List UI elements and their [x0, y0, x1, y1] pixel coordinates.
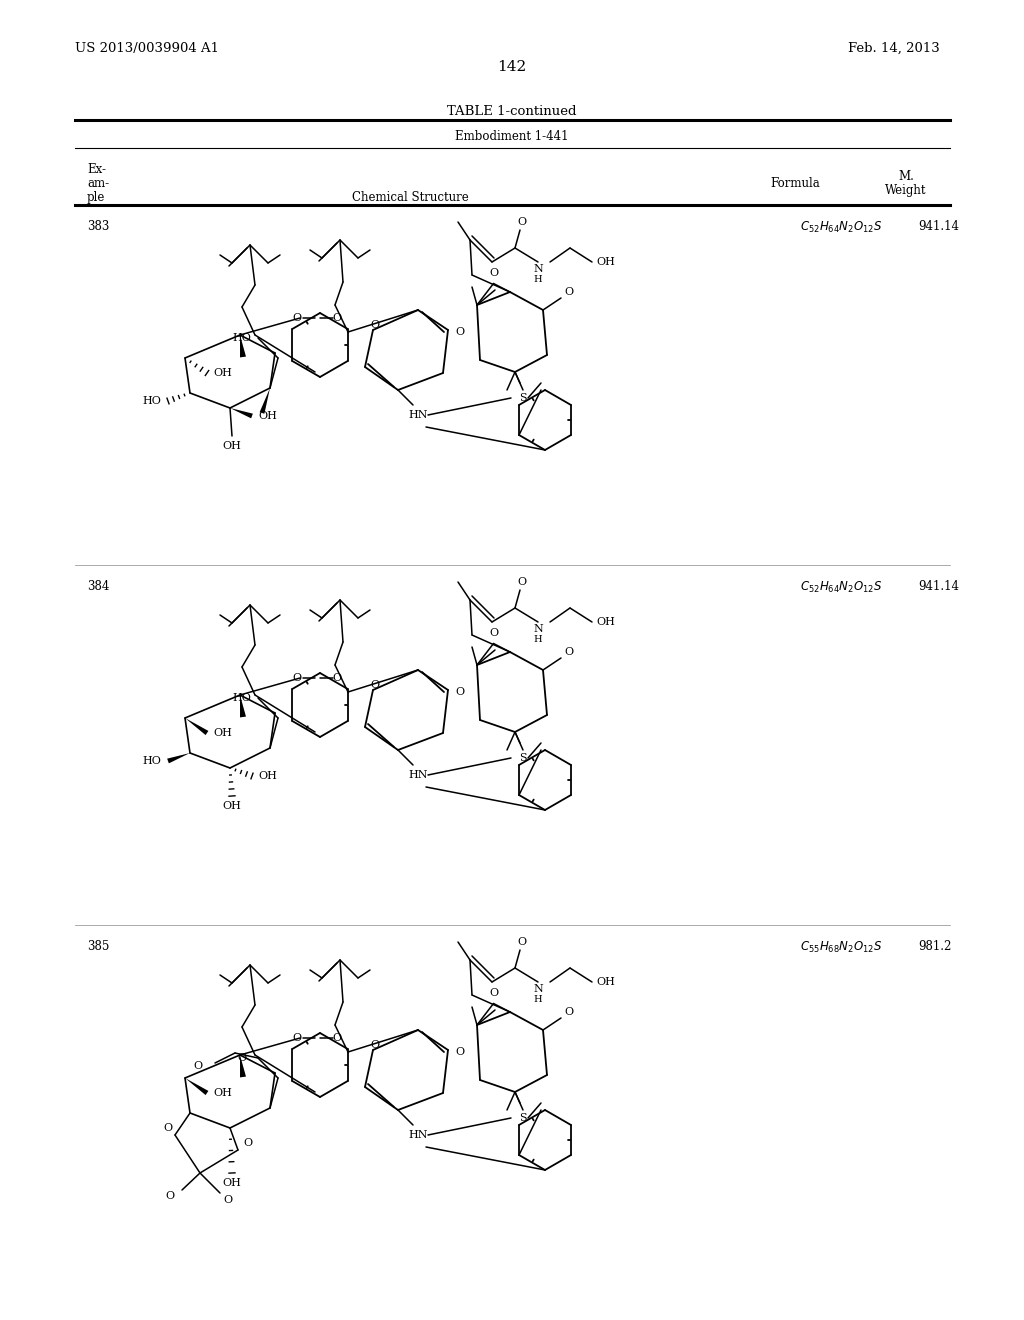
Text: O: O — [223, 1195, 232, 1205]
Text: Ex-: Ex- — [87, 162, 106, 176]
Text: O: O — [564, 1007, 573, 1016]
Text: S: S — [519, 752, 526, 763]
Text: OH: OH — [222, 801, 242, 810]
Text: O: O — [238, 1053, 247, 1063]
Text: Weight: Weight — [886, 183, 927, 197]
Text: S: S — [519, 1113, 526, 1123]
Text: HO: HO — [232, 693, 252, 704]
Text: $C_{55}H_{68}N_2O_{12}S$: $C_{55}H_{68}N_2O_{12}S$ — [800, 940, 883, 956]
Text: O: O — [333, 313, 342, 323]
Text: O: O — [293, 673, 301, 682]
Text: O: O — [488, 628, 498, 639]
Text: O: O — [371, 680, 380, 690]
Text: OH: OH — [597, 257, 615, 267]
Text: N: N — [534, 983, 543, 994]
Text: O: O — [194, 1061, 203, 1071]
Text: HN: HN — [409, 411, 428, 420]
Text: OH: OH — [222, 1177, 242, 1188]
Text: Embodiment 1-441: Embodiment 1-441 — [456, 129, 568, 143]
Text: 142: 142 — [498, 59, 526, 74]
Text: O: O — [564, 286, 573, 297]
Text: O: O — [333, 673, 342, 682]
Text: HO: HO — [232, 333, 252, 343]
Text: 941.14: 941.14 — [918, 579, 959, 593]
Text: US 2013/0039904 A1: US 2013/0039904 A1 — [75, 42, 219, 55]
Text: $C_{52}H_{64}N_2O_{12}S$: $C_{52}H_{64}N_2O_{12}S$ — [800, 220, 883, 235]
Text: OH: OH — [214, 368, 232, 378]
Polygon shape — [185, 1078, 209, 1096]
Text: OH: OH — [214, 1088, 232, 1098]
Polygon shape — [167, 752, 190, 763]
Polygon shape — [260, 388, 270, 413]
Text: O: O — [517, 216, 526, 227]
Text: 981.2: 981.2 — [918, 940, 951, 953]
Text: O: O — [333, 1034, 342, 1043]
Text: N: N — [534, 264, 543, 275]
Text: OH: OH — [259, 411, 278, 421]
Text: Feb. 14, 2013: Feb. 14, 2013 — [848, 42, 940, 55]
Text: OH: OH — [597, 977, 615, 987]
Text: HN: HN — [409, 1130, 428, 1140]
Text: O: O — [293, 313, 301, 323]
Text: HO: HO — [142, 756, 162, 766]
Text: ple: ple — [87, 191, 105, 205]
Text: O: O — [517, 577, 526, 587]
Text: N: N — [534, 624, 543, 634]
Text: M.: M. — [898, 170, 914, 183]
Text: O: O — [564, 647, 573, 657]
Text: am-: am- — [87, 177, 110, 190]
Text: OH: OH — [259, 771, 278, 781]
Text: O: O — [371, 1040, 380, 1049]
Text: H: H — [534, 276, 543, 285]
Text: 385: 385 — [87, 940, 110, 953]
Text: O: O — [456, 1047, 465, 1057]
Polygon shape — [240, 1055, 246, 1077]
Text: OH: OH — [597, 616, 615, 627]
Text: 941.14: 941.14 — [918, 220, 959, 234]
Text: O: O — [488, 989, 498, 998]
Text: O: O — [371, 319, 380, 330]
Text: O: O — [517, 937, 526, 946]
Text: S: S — [519, 393, 526, 403]
Text: 383: 383 — [87, 220, 110, 234]
Polygon shape — [185, 718, 209, 735]
Text: H: H — [534, 995, 543, 1005]
Text: O: O — [164, 1123, 173, 1133]
Text: Chemical Structure: Chemical Structure — [351, 191, 468, 205]
Text: HO: HO — [142, 396, 162, 407]
Text: Formula: Formula — [770, 177, 820, 190]
Text: O: O — [488, 268, 498, 279]
Text: HN: HN — [409, 770, 428, 780]
Text: O: O — [166, 1191, 174, 1201]
Polygon shape — [230, 408, 253, 418]
Text: OH: OH — [222, 441, 242, 451]
Polygon shape — [240, 696, 246, 717]
Text: $C_{52}H_{64}N_2O_{12}S$: $C_{52}H_{64}N_2O_{12}S$ — [800, 579, 883, 595]
Text: OH: OH — [214, 729, 232, 738]
Text: O: O — [456, 327, 465, 337]
Text: O: O — [293, 1034, 301, 1043]
Text: 384: 384 — [87, 579, 110, 593]
Text: H: H — [534, 635, 543, 644]
Text: TABLE 1-continued: TABLE 1-continued — [447, 106, 577, 117]
Polygon shape — [240, 335, 246, 358]
Text: O: O — [456, 686, 465, 697]
Text: O: O — [244, 1138, 253, 1148]
